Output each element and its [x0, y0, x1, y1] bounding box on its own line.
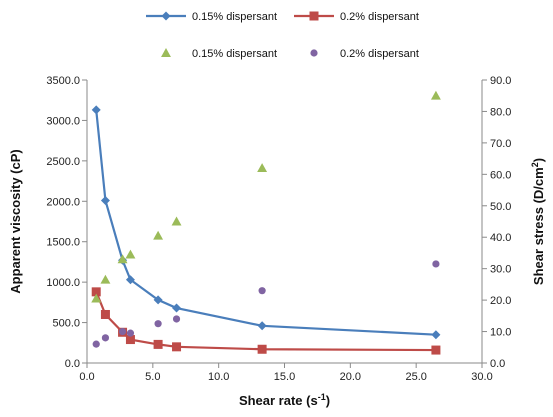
x-tick-label: 30.0: [471, 371, 492, 383]
data-point: [257, 321, 267, 331]
x-axis-title-end: ): [326, 393, 330, 408]
y-left-tick-label: 2500.0: [46, 156, 80, 168]
data-point: [431, 345, 441, 355]
x-ticks: 0.0 5.0 10.0 15.0 20.0 25.0 30.0: [79, 363, 493, 383]
y-right-axis-title-main: Shear stress (D/cm: [531, 167, 546, 285]
legend-item: 0.15% dispersant: [146, 11, 277, 23]
legend-label: 0.2% dispersant: [340, 48, 419, 60]
y-right-tick-label: 60.0: [490, 169, 511, 181]
data-point: [91, 287, 101, 297]
data-point: [171, 216, 182, 226]
legend-item: 0.15% dispersant: [161, 48, 277, 60]
legend-label: 0.2% dispersant: [340, 11, 419, 23]
y-right-tick-label: 0.0: [490, 358, 505, 370]
data-point: [258, 287, 266, 295]
series-1: [91, 287, 441, 355]
data-point: [91, 105, 101, 115]
data-point: [431, 330, 441, 340]
legend-marker: [161, 11, 171, 21]
data-point: [153, 295, 163, 305]
legend-marker: [161, 48, 171, 57]
x-tick-label: 15.0: [274, 371, 295, 383]
series-2: [91, 90, 441, 303]
series-line: [95, 291, 436, 352]
data-point: [257, 344, 267, 354]
y-left-tick-label: 0.0: [65, 358, 80, 370]
plot-area: [91, 90, 441, 355]
y-left-tick-label: 500.0: [52, 318, 80, 330]
y-right-tick-label: 20.0: [490, 295, 511, 307]
legend-label: 0.15% dispersant: [192, 48, 277, 60]
y-left-tick-label: 2000.0: [46, 196, 80, 208]
data-point: [100, 274, 111, 284]
y-right-axis-title-end: ): [531, 158, 546, 162]
series-3: [92, 260, 440, 348]
x-tick-label: 5.0: [145, 371, 160, 383]
data-point: [125, 275, 135, 285]
y-right-tick-label: 80.0: [490, 106, 511, 118]
data-point: [125, 249, 136, 259]
x-tick-label: 0.0: [79, 371, 94, 383]
legend: 0.15% dispersant 0.2% dispersant 0.15% dis…: [146, 11, 419, 60]
axes: 0.0 5.0 10.0 15.0 20.0 25.0 30.0 0.0 500.0 1000.…: [46, 75, 511, 383]
data-point: [126, 329, 135, 337]
data-point: [91, 293, 102, 303]
y-left-tick-label: 1000.0: [46, 277, 80, 289]
data-point: [153, 339, 163, 349]
y-right-axis-title: Shear stress (D/cm2): [530, 158, 546, 285]
data-point: [117, 254, 128, 264]
y-right-tick-label: 30.0: [490, 264, 511, 276]
y-right-tick-label: 10.0: [490, 327, 511, 339]
x-axis-title: Shear rate (s-1): [239, 392, 330, 408]
y-left-tick-label: 3000.0: [46, 115, 80, 127]
data-point: [100, 195, 110, 205]
series-line: [95, 109, 436, 336]
data-point: [154, 320, 162, 328]
legend-label: 0.15% dispersant: [192, 11, 277, 23]
y-left-tick-label: 3500.0: [46, 75, 80, 87]
data-point: [101, 334, 110, 342]
data-point: [100, 309, 110, 319]
data-point: [118, 327, 127, 336]
data-point: [172, 303, 182, 313]
y-left-tick-label: 1500.0: [46, 237, 80, 249]
data-point: [172, 342, 182, 352]
y-right-tick-label: 70.0: [490, 138, 511, 150]
legend-marker: [309, 11, 319, 21]
y-left-axis-title: Apparent viscosity (cP): [8, 149, 23, 294]
legend-item: 0.2% dispersant: [294, 11, 419, 23]
y-right-axis-title-sup: 2: [530, 162, 540, 167]
x-tick-label: 10.0: [208, 371, 229, 383]
x-tick-label: 25.0: [405, 371, 426, 383]
y-right-tick-label: 90.0: [490, 75, 511, 87]
y-right-ticks: 0.0 10.0 20.0 30.0 40.0 50.0 60.0 70.0 80.0 90.0: [482, 75, 511, 370]
x-tick-label: 20.0: [340, 371, 361, 383]
legend-item: 0.2% dispersant: [310, 48, 419, 60]
data-point: [153, 230, 164, 240]
x-axis-title-sup: -1: [318, 392, 326, 402]
y-left-ticks: 0.0 500.0 1000.0 1500.0 2000.0 2500.0 3000.0 35…: [46, 75, 87, 370]
data-point: [430, 90, 441, 100]
x-axis-title-main: Shear rate (s: [239, 393, 318, 408]
data-point: [432, 260, 440, 268]
legend-marker: [310, 49, 318, 57]
data-point: [257, 163, 268, 173]
series-0: [91, 105, 441, 340]
data-point: [125, 335, 135, 345]
data-point: [92, 340, 100, 348]
y-right-tick-label: 50.0: [490, 201, 511, 213]
y-right-tick-label: 40.0: [490, 232, 511, 244]
y-left-axis-title-main: Apparent viscosity (cP): [8, 149, 23, 294]
data-point: [172, 315, 181, 323]
